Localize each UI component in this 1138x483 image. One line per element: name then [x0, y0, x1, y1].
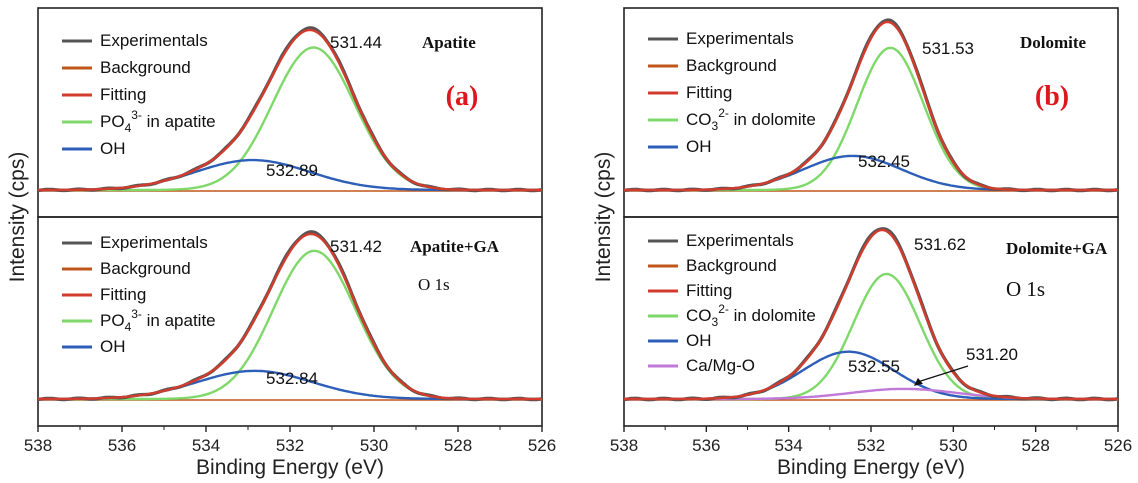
x-tick-label: 528	[1021, 436, 1049, 455]
legend-label: CO32- in dolomite	[686, 302, 816, 329]
legend-label: Fitting	[100, 285, 146, 304]
x-tick-label: 530	[939, 436, 967, 455]
panel-a-tag: (a)	[446, 81, 479, 112]
panel-a-x-ticks: 538 536 534 532 530 528 526	[24, 426, 556, 455]
legend-label: Background	[100, 58, 191, 77]
x-tick-label: 536	[108, 436, 136, 455]
legend-label: Ca/Mg-O	[686, 356, 755, 375]
legend-label: PO43- in apatite	[100, 307, 216, 334]
x-tick-label: 536	[692, 436, 720, 455]
legend-label: OH	[686, 137, 712, 156]
panel-a: 538 536 534 532 530 528 526 Intensity (cps) Bi…	[6, 7, 556, 479]
legend-label: CO32- in dolomite	[686, 106, 816, 133]
peak-annotation: 532.84	[266, 369, 318, 388]
plot-apatite-ga: Experimentals Background Fitting PO43- in a…	[37, 230, 543, 402]
legend-label: Background	[100, 259, 191, 278]
peak-annotation: 531.20	[966, 345, 1018, 364]
legend-label: Fitting	[686, 281, 732, 300]
plot-dolomite: Experimentals Background Fitting CO32- in d…	[623, 18, 1119, 193]
panel-a-y-axis-title: Intensity (cps)	[6, 152, 29, 283]
legend-label: OH	[100, 139, 126, 158]
legend-label: PO43- in apatite	[100, 108, 216, 135]
x-tick-label: 538	[610, 436, 638, 455]
sample-label-apatite-ga: Apatite+GA	[410, 237, 500, 256]
legend-label: Experimentals	[686, 231, 794, 250]
fitting-curve	[38, 232, 542, 401]
x-tick-label: 538	[24, 436, 52, 455]
panel-b-y-axis-title: Intensity (cps)	[592, 152, 615, 283]
legend-label: Fitting	[686, 83, 732, 102]
x-tick-label: 532	[276, 436, 304, 455]
panel-b-tag: (b)	[1035, 81, 1069, 112]
legend-label: Background	[686, 256, 777, 275]
x-tick-label: 528	[444, 436, 472, 455]
peak-annotation: 532.89	[266, 161, 318, 180]
fitting-curve	[38, 28, 542, 192]
core-label-b: O 1s	[1006, 277, 1045, 301]
sample-label-dolomite-ga: Dolomite+GA	[1006, 239, 1108, 258]
peak-annotation: 531.42	[330, 237, 382, 256]
peak-annotation: 532.55	[848, 357, 900, 376]
fitting-curve	[624, 228, 1118, 401]
x-tick-label: 526	[528, 436, 556, 455]
plot-dolomite-ga: Experimentals Background Fitting CO32- in d…	[623, 227, 1119, 402]
panel-b: 538 536 534 532 530 528 526 Intensity (cps) Bi…	[592, 7, 1132, 479]
legend-label: Fitting	[100, 85, 146, 104]
legend-label: Experimentals	[100, 31, 208, 50]
arrow-head	[913, 377, 923, 386]
legend-label: Experimentals	[100, 233, 208, 252]
x-tick-label: 534	[774, 436, 802, 455]
peak-annotation: 531.44	[330, 33, 382, 52]
legend-label: OH	[686, 331, 712, 350]
x-tick-label: 526	[1104, 436, 1132, 455]
plot-apatite: Experimentals Background Fitting PO43- in a…	[37, 26, 543, 193]
x-tick-label: 530	[360, 436, 388, 455]
annotation-arrow	[917, 365, 969, 383]
peak-annotation: 531.53	[922, 39, 974, 58]
legend-label: OH	[100, 337, 126, 356]
core-label-a: O 1s	[418, 275, 450, 294]
panel-a-x-axis-title: Binding Energy (eV)	[196, 456, 384, 479]
sample-label-dolomite: Dolomite	[1020, 33, 1087, 52]
peak-annotation: 531.62	[914, 235, 966, 254]
legend-label: Background	[686, 56, 777, 75]
peak-annotation: 532.45	[858, 152, 910, 171]
panel-b-x-axis-title: Binding Energy (eV)	[777, 456, 965, 479]
sample-label-apatite: Apatite	[422, 33, 476, 52]
x-tick-label: 532	[857, 436, 885, 455]
legend-label: Experimentals	[686, 29, 794, 48]
panel-b-x-ticks: 538 536 534 532 530 528 526	[610, 426, 1132, 455]
fitting-curve	[624, 20, 1118, 192]
x-tick-label: 534	[192, 436, 220, 455]
